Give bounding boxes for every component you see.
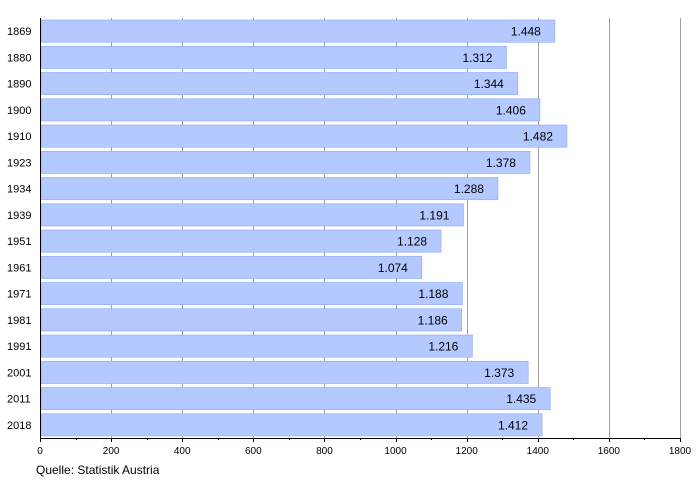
bar-1971 bbox=[40, 282, 463, 306]
data-label-1981: 1.186 bbox=[418, 313, 448, 327]
data-label-1991: 1.216 bbox=[428, 340, 458, 354]
y-tick-label-1939: 1939 bbox=[7, 210, 31, 222]
y-tick-label-1910: 1910 bbox=[7, 131, 31, 143]
x-tick-label-400: 400 bbox=[174, 446, 191, 457]
data-label-2018: 1.412 bbox=[498, 418, 528, 432]
bar-1869 bbox=[40, 19, 556, 43]
data-label-1934: 1.288 bbox=[454, 182, 484, 196]
data-label-1961: 1.074 bbox=[378, 261, 408, 275]
bar-1939 bbox=[40, 203, 464, 227]
x-tick-label-1000: 1000 bbox=[384, 446, 407, 457]
x-tick-labels: 0 200 400 600 800 1000 1200 1400 1600 1800 bbox=[37, 446, 691, 457]
x-tick-label-1600: 1600 bbox=[598, 446, 621, 457]
data-label-1900: 1.406 bbox=[496, 103, 526, 117]
y-tick-label-1890: 1890 bbox=[7, 79, 31, 91]
y-tick-label-1981: 1981 bbox=[7, 315, 31, 327]
bar-2001 bbox=[40, 360, 529, 384]
y-tick-label-2018: 2018 bbox=[7, 420, 31, 432]
y-tick-label-1923: 1923 bbox=[7, 157, 31, 169]
data-label-1869: 1.448 bbox=[511, 25, 541, 39]
x-tick-label-1200: 1200 bbox=[456, 446, 479, 457]
y-tick-label-1991: 1991 bbox=[7, 341, 31, 353]
x-tick-label-1400: 1400 bbox=[527, 446, 550, 457]
bar-1934 bbox=[40, 177, 499, 201]
data-label-1890: 1.344 bbox=[474, 77, 504, 91]
y-tick-label-1971: 1971 bbox=[7, 289, 31, 301]
bar-1910 bbox=[40, 124, 568, 148]
bar-1961 bbox=[40, 255, 423, 279]
data-label-1951: 1.128 bbox=[397, 235, 427, 249]
y-tick-label-1880: 1880 bbox=[7, 52, 31, 64]
data-label-1971: 1.188 bbox=[418, 287, 448, 301]
data-label-1910: 1.482 bbox=[523, 130, 553, 144]
axes bbox=[40, 18, 681, 442]
bar-2018 bbox=[40, 413, 543, 437]
x-tick-label-1800: 1800 bbox=[669, 446, 692, 457]
y-tick-label-1900: 1900 bbox=[7, 105, 31, 117]
x-tick-label-0: 0 bbox=[37, 446, 43, 457]
y-tick-label-1951: 1951 bbox=[7, 236, 31, 248]
y-tick-label-2011: 2011 bbox=[7, 394, 31, 406]
bar-1900 bbox=[40, 98, 541, 122]
y-tick-label-2001: 2001 bbox=[7, 367, 31, 379]
x-tick-label-800: 800 bbox=[316, 446, 333, 457]
x-tick-label-200: 200 bbox=[103, 446, 120, 457]
x-tick-label-600: 600 bbox=[245, 446, 262, 457]
data-label-1923: 1.378 bbox=[486, 156, 516, 170]
data-label-1939: 1.191 bbox=[419, 208, 449, 222]
bar-1890 bbox=[40, 72, 519, 96]
bar-1880 bbox=[40, 45, 507, 69]
data-label-2001: 1.373 bbox=[484, 366, 514, 380]
y-tick-label-1869: 1869 bbox=[7, 26, 31, 38]
source-note: Quelle: Statistik Austria bbox=[36, 463, 160, 477]
bar-2011 bbox=[40, 387, 551, 411]
y-tick-label-1934: 1934 bbox=[7, 184, 31, 196]
bar-1923 bbox=[40, 150, 531, 174]
y-tick-label-1961: 1961 bbox=[7, 262, 31, 274]
bar-1991 bbox=[40, 334, 473, 358]
y-tick-labels: 1869 1880 1890 1900 1910 1923 1934 1939 1951 1961… bbox=[7, 26, 31, 432]
bar-1951 bbox=[40, 229, 442, 253]
bar-1981 bbox=[40, 308, 462, 332]
data-label-1880: 1.312 bbox=[462, 51, 492, 65]
data-label-2011: 1.435 bbox=[506, 392, 536, 406]
